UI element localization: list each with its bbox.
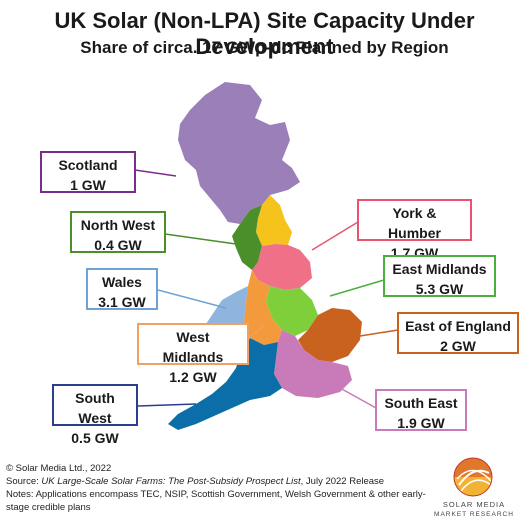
- leader-scotland: [134, 169, 177, 177]
- label-york-humber-name: York & Humber: [388, 205, 441, 241]
- label-south-west-value: 0.5 GW: [71, 430, 119, 446]
- label-west-midlands-value: 1.2 GW: [169, 369, 217, 385]
- label-wales: Wales 3.1 GW: [86, 268, 158, 310]
- leader-north-west: [164, 233, 237, 245]
- map-title: UK Solar (Non-LPA) Site Capacity Under D…: [54, 8, 475, 59]
- logo-line2: MARKET RESEARCH: [434, 511, 514, 518]
- label-east-midlands-name: East Midlands: [392, 261, 487, 277]
- leader-south-west: [137, 403, 197, 407]
- footer-source-suffix: , July 2022 Release: [300, 476, 385, 487]
- label-west-midlands: West Midlands 1.2 GW: [137, 323, 249, 385]
- map-subtitle: Share of circa. 17 GWp-dc Planned by Reg…: [80, 38, 449, 57]
- region-north-west: [232, 205, 262, 270]
- footer: © Solar Media Ltd., 2022 Source: UK Larg…: [6, 462, 426, 514]
- footer-source: Source: UK Large-Scale Solar Farms: The …: [6, 475, 426, 488]
- region-west-midlands: [244, 270, 282, 345]
- label-west-midlands-name: West Midlands: [162, 329, 224, 365]
- label-east-midlands: East Midlands 5.3 GW: [383, 255, 496, 297]
- label-south-east-name: South East: [384, 395, 458, 411]
- label-north-west-value: 0.4 GW: [94, 237, 142, 253]
- footer-source-prefix: Source:: [6, 476, 42, 487]
- label-south-west-name: South West: [75, 390, 115, 426]
- footer-copyright: © Solar Media Ltd., 2022: [6, 463, 112, 474]
- region-east-of-england: [298, 308, 362, 362]
- label-south-west: South West 0.5 GW: [52, 384, 138, 446]
- region-east-midlands: [266, 286, 318, 336]
- region-scotland: [178, 82, 300, 224]
- label-east-of-england: East of England 2 GW: [397, 312, 519, 354]
- label-scotland-name: Scotland: [58, 157, 118, 173]
- label-scotland: Scotland 1 GW: [40, 151, 136, 193]
- label-york-humber: York & Humber 1.7 GW: [357, 199, 472, 261]
- label-south-east-value: 1.9 GW: [397, 415, 445, 431]
- label-east-of-england-name: East of England: [405, 318, 511, 334]
- leader-south-east: [339, 387, 377, 409]
- label-wales-value: 3.1 GW: [98, 294, 146, 310]
- label-east-of-england-value: 2 GW: [440, 338, 476, 354]
- footer-source-title: UK Large-Scale Solar Farms: The Post-Sub…: [41, 476, 301, 487]
- leader-york-humber: [311, 221, 359, 251]
- leader-east-midlands: [329, 279, 385, 297]
- label-scotland-value: 1 GW: [70, 177, 106, 193]
- region-york-humber: [252, 244, 312, 290]
- region-south-east: [274, 330, 352, 398]
- region-north-east: [256, 195, 292, 246]
- label-east-midlands-value: 5.3 GW: [415, 281, 464, 297]
- label-north-west: North West 0.4 GW: [70, 211, 166, 253]
- logo-line1: SOLAR MEDIA: [442, 500, 506, 509]
- region-south-west: [168, 338, 282, 430]
- leader-west-midlands: [245, 325, 265, 341]
- leader-wales: [157, 289, 227, 309]
- label-north-west-name: North West: [80, 217, 156, 233]
- leader-lines: [134, 169, 399, 409]
- label-south-east: South East 1.9 GW: [375, 389, 467, 431]
- footer-notes: Notes: Applications encompass TEC, NSIP,…: [6, 489, 426, 513]
- leader-east-of-england: [359, 329, 399, 337]
- solar-media-logo-icon: [453, 457, 493, 497]
- label-wales-name: Wales: [102, 274, 142, 290]
